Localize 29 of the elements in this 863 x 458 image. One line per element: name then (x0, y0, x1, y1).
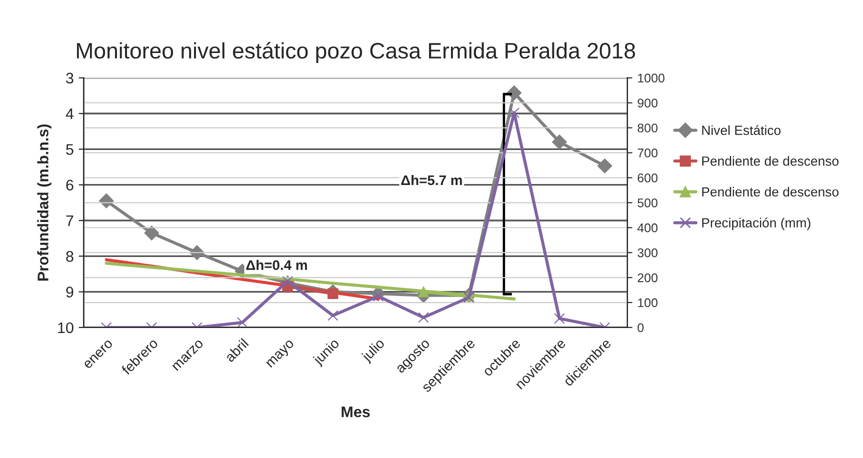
y-tick-label: 3 (66, 72, 74, 84)
y2-tick-label: 0 (638, 323, 644, 332)
y-tick-label: 5 (66, 144, 74, 155)
x-axis-title: Mes (342, 406, 370, 418)
y2-tick-label: 200 (638, 273, 658, 282)
y2-tick-label: 800 (638, 124, 658, 132)
annotation: Δh=5.7 m (401, 174, 462, 186)
y2-tick-label: 700 (638, 148, 658, 158)
annotation: Δh=0.4 m (246, 260, 307, 270)
y2-tick-label: 500 (638, 198, 658, 208)
y2-tick-label: 600 (638, 174, 658, 182)
y-tick-label: 10 (58, 322, 74, 334)
y-tick-label: 7 (66, 216, 74, 226)
legend-label: Pendiente de descenso (702, 156, 839, 166)
legend-label: Precipitación (mm) (702, 218, 810, 230)
y2-tick-label: 1000 (638, 74, 664, 83)
y-tick-label: 8 (66, 251, 74, 262)
y-tick-label: 6 (66, 180, 74, 191)
y-axis-title: Profundidad (m.b.n.s) (37, 124, 52, 281)
y2-tick-label: 400 (637, 223, 658, 232)
x-tick-label: julio (360, 338, 387, 364)
legend-label: Pendiente de descenso (702, 186, 839, 197)
y-tick-label: 9 (66, 286, 74, 298)
y-tick-label: 4 (66, 108, 74, 120)
chart-title: Monitoreo nivel estático pozo Casa Ermida Peralda 2018 (76, 42, 636, 64)
y2-tick-label: 300 (638, 248, 658, 258)
legend-label: Nivel Estático (702, 125, 781, 136)
y2-tick-label: 100 (638, 298, 658, 308)
y2-tick-label: 900 (638, 98, 658, 108)
